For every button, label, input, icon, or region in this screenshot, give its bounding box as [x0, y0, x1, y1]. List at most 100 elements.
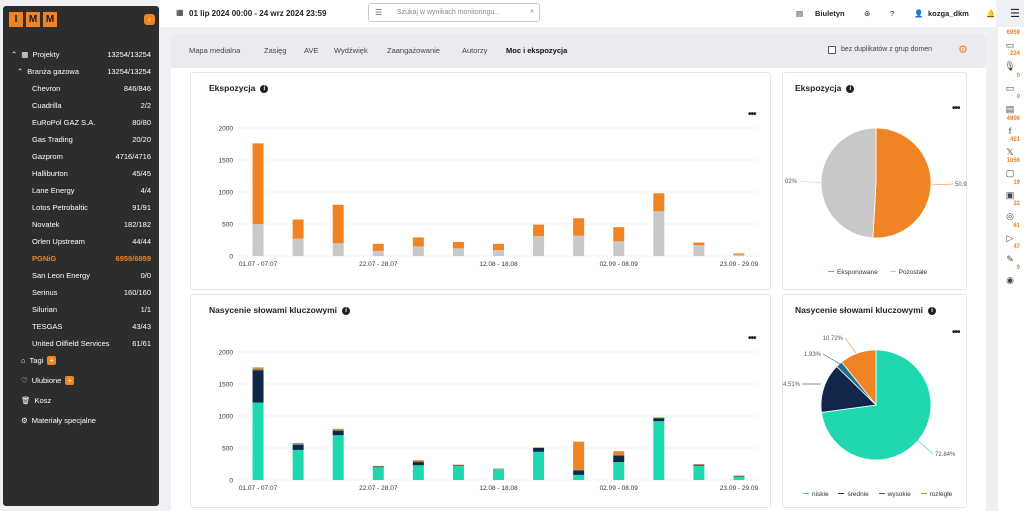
more-options-icon[interactable]: ••• — [952, 103, 960, 114]
user-icon[interactable]: 👤 — [914, 9, 924, 18]
bar-segment — [412, 460, 424, 462]
bell-icon[interactable]: 🔔 — [986, 9, 996, 18]
menu-icon[interactable]: ☰ — [1010, 8, 1020, 20]
facebook-icon[interactable]: f — [1008, 125, 1012, 136]
sidebar-item-count: 846/846 — [123, 83, 151, 93]
more-icon[interactable]: ◉ — [1006, 275, 1014, 286]
bar-segment — [733, 254, 745, 256]
bar-segment — [452, 465, 464, 480]
question-icon[interactable]: ? — [890, 9, 895, 18]
bar-segment — [533, 236, 545, 256]
newspaper-icon[interactable]: ▭ — [1005, 40, 1015, 50]
sidebar-item[interactable]: Halliburton 45/45 — [3, 166, 159, 180]
logo-letter: I — [9, 12, 23, 27]
media-count: 61 — [1013, 222, 1020, 229]
chevron-left-icon[interactable]: ‹ — [144, 14, 155, 25]
bar-segment — [372, 465, 384, 467]
bar-segment — [292, 444, 304, 450]
image-icon[interactable]: ▣ — [1005, 189, 1015, 200]
sidebar-projects-label: Projekty — [32, 49, 60, 59]
sidebar-item[interactable]: Chevron 846/846 — [3, 81, 159, 95]
sidebar-item-label: Orlen Upstream — [32, 236, 85, 246]
sidebar-trash[interactable]: 🗑 Kosz — [3, 393, 159, 407]
sidebar-branch[interactable]: ⌃ Branża gazowa 13254/13254 — [3, 64, 159, 78]
sidebar-item[interactable]: EuRoPol GAZ S.A. 80/80 — [3, 115, 159, 129]
chevron-up-icon: ⌃ — [17, 66, 24, 76]
tab-engagement[interactable]: Zaangażowanie — [387, 46, 440, 55]
more-options-icon[interactable]: ••• — [748, 333, 756, 344]
tab-reach[interactable]: Zasięg — [264, 46, 287, 55]
bulletin-button[interactable]: Biuletyn — [815, 9, 845, 18]
pie-slice — [820, 127, 877, 239]
filter-icon[interactable]: ☰ — [375, 8, 383, 17]
tab-ave[interactable]: AVE — [304, 46, 319, 55]
sidebar-item[interactable]: Lotos Petrobaltic 91/91 — [3, 200, 159, 214]
gear-icon[interactable]: ⚙ — [958, 44, 968, 56]
legend-item-low[interactable]: niskie — [803, 491, 829, 498]
more-options-icon[interactable]: ••• — [952, 327, 960, 338]
more-options-icon[interactable]: ••• — [748, 109, 756, 120]
sidebar-projects-count: 13254/13254 — [107, 49, 151, 59]
x-icon[interactable]: 𝕏 — [1006, 147, 1014, 157]
monitor-icon[interactable]: ▭ — [1005, 82, 1015, 93]
sidebar-favorites-label: Ulubione — [31, 375, 62, 385]
info-icon[interactable]: i — [342, 307, 351, 315]
search-icon[interactable]: ⌕ — [530, 8, 534, 15]
tab-sentiment[interactable]: Wydźwięk — [334, 46, 368, 55]
sidebar-item[interactable]: Silurian 1/1 — [3, 302, 159, 316]
legend-item-exposed[interactable]: Eksponowane — [828, 269, 878, 276]
sidebar-favorites[interactable]: ♡ Ulubione + — [3, 373, 159, 387]
sidebar-item[interactable]: Gazprom 4716/4716 — [3, 149, 159, 163]
sidebar-special[interactable]: ⚙ Materiały specjalne — [3, 413, 159, 427]
date-range[interactable]: 01 lip 2024 00:00 - 24 wrz 2024 23:59 — [189, 9, 327, 18]
sidebar-item[interactable]: Lane Energy 4/4 — [3, 183, 159, 197]
bar-segment — [613, 462, 625, 480]
tv-icon[interactable]: ▤ — [1005, 104, 1015, 115]
bar-segment — [733, 476, 745, 480]
calendar-icon[interactable]: ▦ — [176, 8, 184, 17]
sidebar-item[interactable]: PGNiG 6959/6959 — [3, 251, 159, 265]
top-bar: ▦ 01 lip 2024 00:00 - 24 wrz 2024 23:59 … — [160, 0, 996, 27]
sidebar-tags[interactable]: ⌂ Tagi + — [3, 353, 159, 367]
exposure-pie-legend: Eksponowane Pozostałe — [828, 269, 927, 276]
sidebar-item[interactable]: Orlen Upstream 44/44 — [3, 234, 159, 248]
sidebar-item[interactable]: Serinus 160/160 — [3, 285, 159, 299]
microphone-icon[interactable]: 🎙 — [1004, 61, 1016, 72]
user-name[interactable]: kozga_dkm — [928, 9, 969, 18]
tab-power-exposure[interactable]: Moc i ekspozycja — [506, 46, 568, 55]
dedup-checkbox[interactable] — [828, 46, 836, 54]
add-favorite-icon[interactable]: + — [65, 375, 75, 385]
search-input[interactable]: ☰ Szukaj w wynikach monitoringu... ⌕ — [368, 3, 540, 22]
bar-segment — [693, 464, 705, 466]
tab-media-map[interactable]: Mapa medialna — [189, 46, 241, 55]
label-leader — [916, 439, 934, 455]
info-icon[interactable]: i — [846, 85, 855, 93]
add-tag-icon[interactable]: + — [47, 355, 57, 365]
pie-data-label: 10.72% — [823, 336, 844, 342]
sidebar-item[interactable]: Novatek 182/182 — [3, 217, 159, 231]
chat-icon[interactable]: ▢ — [1005, 168, 1015, 179]
sidebar-item[interactable]: Gas Trading 20/20 — [3, 132, 159, 146]
sidebar-item[interactable]: San Leon Energy 0/0 — [3, 268, 159, 282]
sidebar-item[interactable]: TESGAS 43/43 — [3, 319, 159, 333]
legend-item-medium[interactable]: średnie — [838, 491, 869, 498]
play-icon[interactable]: ▷ — [1006, 232, 1014, 243]
help-circle-icon[interactable]: ⊛ — [864, 9, 871, 18]
bulletin-icon[interactable]: ▤ — [796, 9, 804, 18]
pencil-icon[interactable]: ✎ — [1006, 254, 1014, 264]
x-tick-label: 23.09 - 29.09 — [720, 485, 759, 492]
info-icon[interactable]: i — [928, 307, 937, 315]
sidebar-item[interactable]: Cuadrilla 2/2 — [3, 98, 159, 112]
legend-item-wide[interactable]: rozległe — [920, 491, 952, 498]
imm-logo[interactable]: I M M — [9, 12, 57, 27]
legend-item-high[interactable]: wysokie — [878, 491, 911, 498]
info-icon[interactable]: i — [260, 85, 269, 93]
media-count: 47 — [1013, 244, 1020, 250]
instagram-icon[interactable]: ◎ — [1006, 211, 1014, 222]
x-tick-label: 01.07 - 07.07 — [239, 261, 278, 268]
tab-authors[interactable]: Autorzy — [462, 46, 488, 55]
legend-item-remaining[interactable]: Pozostałe — [889, 269, 927, 276]
sidebar-item-count: 182/182 — [123, 219, 151, 229]
sidebar-item[interactable]: United Oilfield Services 61/61 — [3, 336, 159, 350]
sidebar-projects[interactable]: ⌃ ▦ Projekty 13254/13254 — [3, 47, 159, 61]
